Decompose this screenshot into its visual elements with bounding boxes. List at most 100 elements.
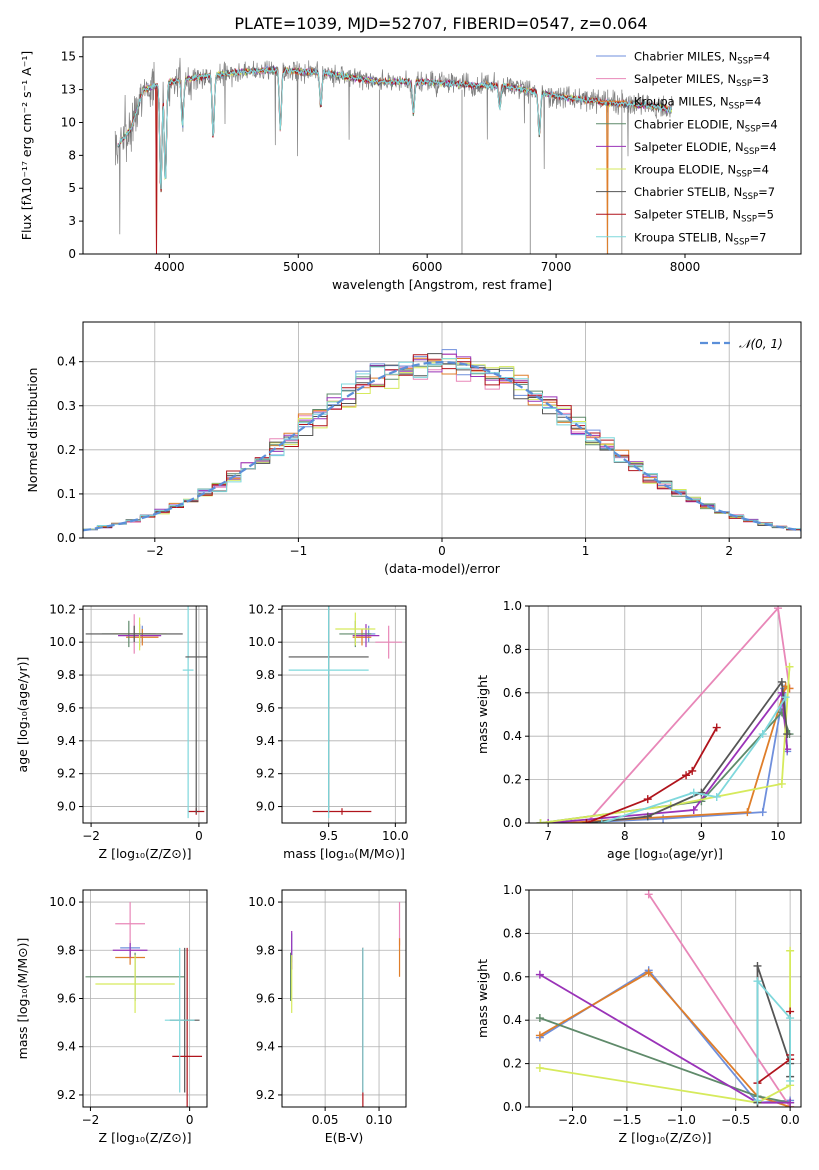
y-tick-label: 9.0: [256, 800, 275, 814]
data-point-marker: [536, 819, 545, 823]
data-point: [352, 624, 380, 648]
y-tick-label: 0.8: [503, 642, 522, 656]
y-tick-label: 0.0: [503, 1100, 522, 1114]
y-tick-label: 0.2: [57, 443, 76, 457]
model-spectrum: [117, 66, 673, 254]
data-point-marker: [781, 693, 790, 702]
y-tick-label: 10.0: [49, 635, 76, 649]
legend-label: Salpeter MILES, NSSP=3: [634, 72, 769, 89]
series-line: [756, 978, 791, 1101]
panel-mass-vs-Z: −2 0 9.2 9.4 9.6 9.8 10.0 Z [log₁₀(Z/Z⊙)] mass […: [15, 889, 208, 1145]
axes-frame: [528, 889, 802, 1108]
data-point: [112, 943, 148, 958]
y-axis-label: mass weight: [475, 675, 490, 754]
x-tick-label: 2: [725, 544, 733, 558]
panel-weight-vs-Z: −2.0 −1.5 −1.0 −0.5 0.0 0.0 0.2 0.4 0.6 0.8 1.0 Z […: [475, 883, 802, 1145]
x-tick-label: −1: [290, 544, 308, 558]
data-point: [312, 808, 372, 815]
legend: Chabrier MILES, NSSP=4 Salpeter MILES, NS…: [596, 50, 778, 247]
model-spectrum: [117, 65, 673, 190]
legend-label: Kroupa STELIB, NSSP=7: [634, 230, 766, 247]
y-tick-label: 10.2: [248, 602, 275, 616]
model-spectrum: [117, 66, 672, 193]
data-point-marker: [777, 677, 786, 686]
axes-frame: [82, 36, 802, 255]
y-tick-label: 0.6: [503, 686, 522, 700]
data-point-marker: [535, 1031, 544, 1040]
data-point-marker: [786, 1014, 795, 1023]
series-line: [539, 950, 791, 1104]
x-axis-label: Z [log₁₀(Z/Z⊙)]: [619, 1130, 712, 1145]
series-line: [563, 684, 790, 823]
data-point-marker: [535, 970, 544, 979]
y-tick-label: 13: [61, 83, 76, 97]
x-tick-label: 7000: [541, 260, 572, 274]
axes-frame: [82, 605, 208, 824]
figure-title: PLATE=1039, MJD=52707, FIBERID=0547, z=0…: [234, 14, 647, 33]
y-tick-label: 9.2: [57, 1088, 76, 1102]
normal-curve: [83, 360, 801, 532]
y-tick-label: 0.8: [503, 926, 522, 940]
model-spectrum: [117, 66, 672, 254]
plot-area-mass-vs-Z: [85, 902, 203, 1107]
y-tick-label: 0.4: [503, 729, 522, 743]
legend-label: Kroupa ELODIE, NSSP=4: [634, 163, 769, 180]
x-tick-label: 9.5: [319, 829, 338, 843]
data-point: [185, 606, 207, 814]
y-axis-label: mass weight: [475, 959, 490, 1038]
data-point-marker: [682, 771, 691, 780]
y-tick-label: 10.0: [248, 635, 275, 649]
y-tick-label: 0.3: [57, 399, 76, 413]
y-tick-label: 0.1: [57, 487, 76, 501]
y-tick-label: 0.4: [57, 355, 76, 369]
x-tick-label: −2: [82, 1113, 100, 1127]
y-tick-label: 0.2: [503, 773, 522, 787]
x-tick-label: 7: [544, 829, 552, 843]
data-point: [85, 625, 183, 643]
y-tick-label: 1.0: [503, 599, 522, 613]
data-point-marker: [786, 946, 795, 955]
data-point: [172, 947, 203, 1107]
x-tick-label: 0.0: [781, 1113, 800, 1127]
x-tick-label: 5000: [283, 260, 314, 274]
series-line: [585, 606, 791, 823]
data-point-marker: [535, 1014, 544, 1023]
legend-label: Chabrier MILES, NSSP=4: [634, 50, 770, 67]
data-point-marker: [688, 766, 697, 775]
x-tick-label: −2: [146, 544, 164, 558]
data-point-marker: [644, 968, 653, 977]
data-point: [335, 612, 376, 646]
legend-label: Salpeter ELODIE, NSSP=4: [634, 140, 777, 157]
y-tick-label: 10.0: [248, 895, 275, 909]
x-tick-label: 10.0: [382, 829, 409, 843]
data-point-marker: [689, 805, 698, 814]
plot-area-age-vs-mass: [288, 606, 402, 819]
legend: 𝒩(0, 1): [700, 337, 783, 351]
x-tick-label: 6000: [412, 260, 443, 274]
data-point-marker: [644, 890, 653, 899]
model-spectrum: [117, 65, 673, 191]
y-axis-label: Flux [fλ10⁻¹⁷ erg cm⁻² s⁻¹ A⁻¹]: [19, 51, 34, 240]
plot-area-weight-vs-Z: [535, 890, 795, 1107]
y-tick-label: 5: [68, 181, 76, 195]
plot-area-residuals: [83, 349, 801, 532]
y-tick-label: 9.4: [57, 734, 76, 748]
y-tick-label: 10.2: [49, 602, 76, 616]
panel-age-vs-mass: 9.5 10.0 9.0 9.2 9.4 9.6 9.8 10.0 10.2 mass [log₁…: [248, 602, 409, 861]
data-point-marker: [785, 662, 794, 671]
y-tick-label: 9.6: [256, 992, 275, 1006]
y-tick-label: 3: [68, 214, 76, 228]
panel-spectrum: 4000 5000 6000 7000 8000 0 3 5 8 10 13 15 wavelength…: [19, 36, 802, 292]
y-tick-label: 9.4: [57, 1040, 76, 1054]
x-axis-label: Z [log₁₀(Z/Z⊙)]: [99, 846, 192, 861]
plot-area-weight-vs-age: [536, 606, 794, 823]
model-spectrum: [117, 67, 673, 190]
y-tick-label: 8: [68, 148, 76, 162]
legend-label: Chabrier ELODIE, NSSP=4: [634, 117, 778, 134]
data-point-marker: [712, 792, 721, 801]
y-tick-label: 9.8: [57, 943, 76, 957]
plot-area-mass-vs-ebv: [290, 902, 401, 1107]
x-axis-label: mass [log₁₀(M/M⊙)]: [283, 846, 405, 861]
series-line: [539, 973, 791, 1104]
x-tick-label: 10: [770, 829, 785, 843]
